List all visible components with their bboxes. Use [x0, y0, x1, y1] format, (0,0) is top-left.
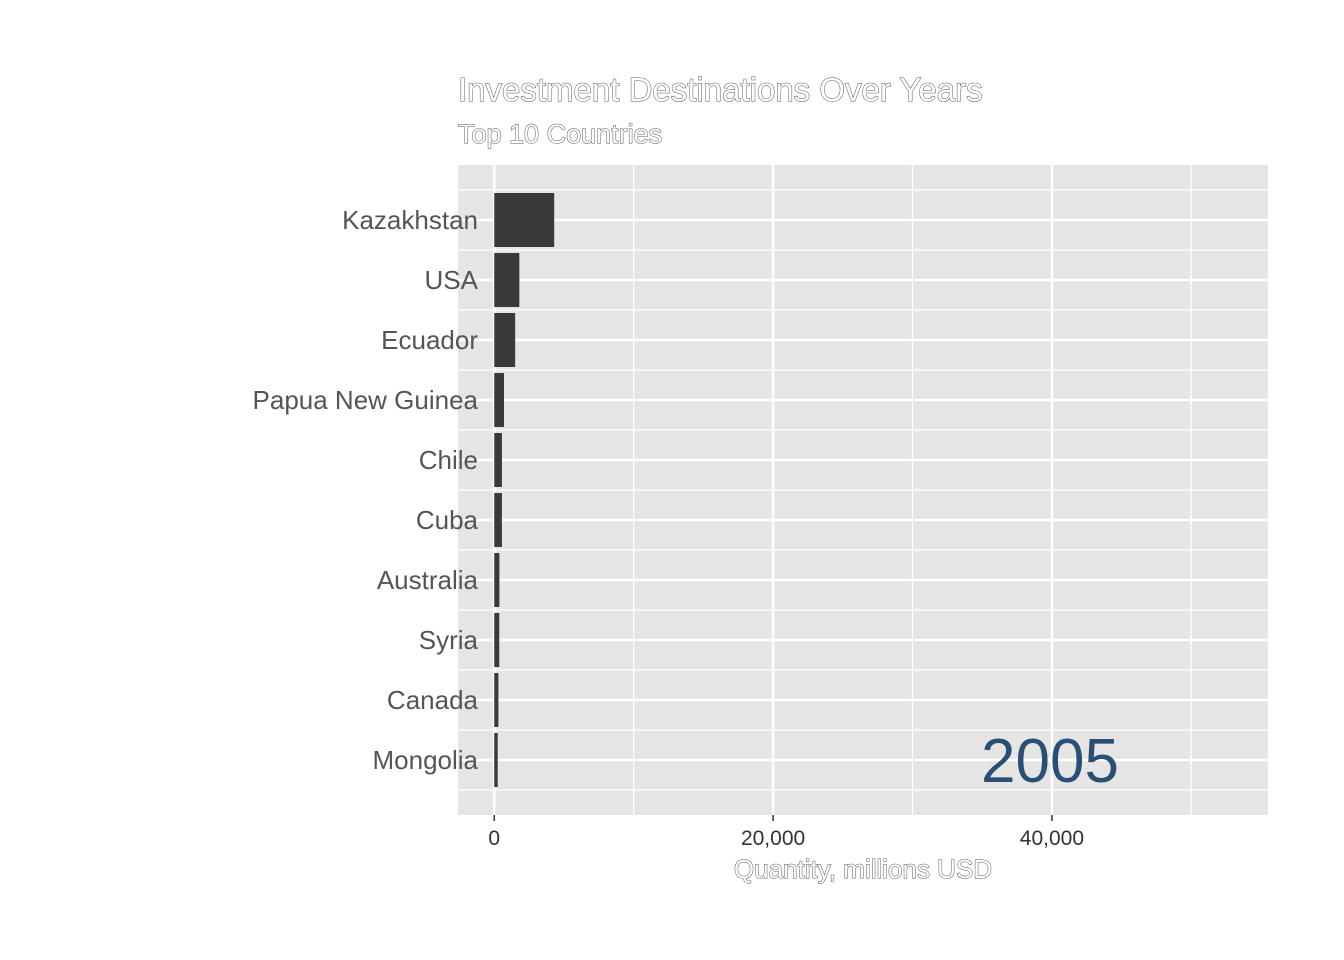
category-labels: Kazakhstan USA Ecuador Papua New Guinea Chil…	[253, 205, 479, 775]
category-label: Syria	[419, 625, 479, 655]
x-tick-labels: 0 20,000 40,000	[488, 815, 1084, 850]
bar-syria	[494, 613, 500, 667]
category-label: Chile	[419, 445, 478, 475]
bar-canada	[494, 673, 499, 727]
bar-mongolia	[494, 733, 498, 787]
bar-australia	[494, 553, 500, 607]
category-label: Kazakhstan	[342, 205, 478, 235]
bar-usa	[494, 253, 520, 307]
bar-papua-new-guinea	[494, 373, 505, 427]
x-tick-label: 20,000	[741, 827, 805, 850]
gridlines	[458, 165, 1268, 815]
bar-chile	[494, 433, 502, 487]
category-label: Ecuador	[381, 325, 478, 355]
bar-kazakhstan	[494, 193, 555, 247]
category-label: Cuba	[416, 505, 479, 535]
bars	[494, 193, 555, 787]
category-label: Australia	[377, 565, 479, 595]
chart-title: Investment Destinations Over Years	[458, 71, 983, 108]
category-label: USA	[425, 265, 479, 295]
chart-subtitle: Top 10 Countries	[458, 119, 662, 149]
x-tick-label: 0	[488, 827, 500, 850]
bar-ecuador	[494, 313, 516, 367]
category-label: Canada	[387, 685, 479, 715]
x-axis-label: Quantity, millions USD	[734, 854, 992, 884]
year-label: 2005	[981, 727, 1119, 796]
category-label: Papua New Guinea	[253, 385, 479, 415]
x-tick-label: 40,000	[1020, 827, 1084, 850]
category-label: Mongolia	[372, 745, 478, 775]
bar-cuba	[494, 493, 502, 547]
